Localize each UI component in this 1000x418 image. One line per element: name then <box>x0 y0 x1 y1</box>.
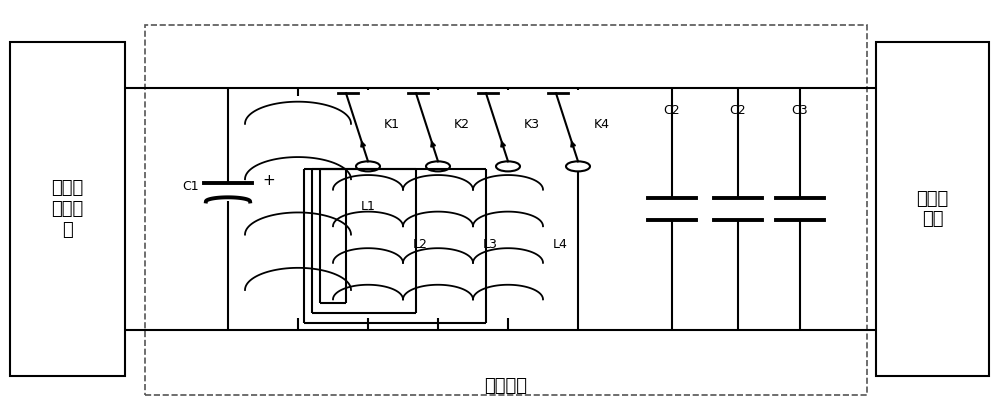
Text: L2: L2 <box>413 238 428 251</box>
Text: 离子源
负载: 离子源 负载 <box>916 190 949 228</box>
Text: C3: C3 <box>792 104 808 117</box>
Text: C2: C2 <box>730 104 746 117</box>
Text: C2: C2 <box>664 104 680 117</box>
Bar <box>10 42 125 376</box>
Bar <box>145 25 867 395</box>
Text: L3: L3 <box>483 238 498 251</box>
Text: L1: L1 <box>361 200 376 214</box>
Bar <box>876 42 989 376</box>
Text: K1: K1 <box>384 118 400 131</box>
Text: K2: K2 <box>454 118 470 131</box>
Text: +: + <box>262 173 275 189</box>
Text: 滤波电路: 滤波电路 <box>484 377 528 395</box>
Text: L4: L4 <box>553 238 568 251</box>
Text: C1: C1 <box>182 179 199 193</box>
Text: 离子源
驱动电
源: 离子源 驱动电 源 <box>51 179 84 239</box>
Text: K4: K4 <box>594 118 610 131</box>
Text: K3: K3 <box>524 118 540 131</box>
